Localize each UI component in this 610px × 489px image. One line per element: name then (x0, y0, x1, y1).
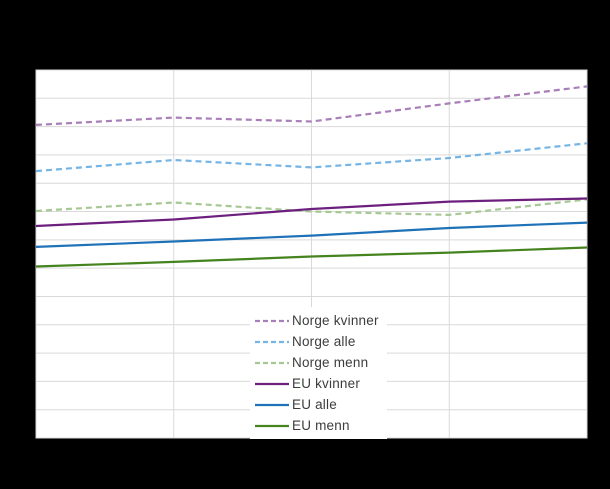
legend-label: EU menn (292, 418, 350, 433)
legend-item-norge-menn: Norge menn (255, 352, 379, 373)
legend-label: EU kvinner (292, 376, 361, 391)
legend-swatch-eu-alle-icon (255, 403, 289, 406)
gridlines (36, 70, 587, 438)
legend-swatch-norge-alle-icon (255, 340, 289, 343)
series-line-norge-alle (35, 142, 588, 173)
series-line-norge-menn (35, 198, 588, 217)
legend-item-norge-kvinner: Norge kvinner (255, 310, 379, 331)
legend-swatch-eu-menn-icon (255, 424, 289, 427)
legend-swatch-norge-kvinner-icon (255, 319, 289, 322)
legend-item-eu-menn: EU menn (255, 415, 379, 436)
series-line-eu-menn (35, 246, 588, 268)
legend: Norge kvinner Norge alle Norge menn EU kvin… (250, 307, 387, 439)
series-line-eu-kvinner (35, 197, 588, 228)
legend-label: EU alle (292, 397, 337, 412)
legend-item-norge-alle: Norge alle (255, 331, 379, 352)
legend-item-eu-kvinner: EU kvinner (255, 373, 379, 394)
legend-label: Norge menn (292, 355, 369, 370)
legend-swatch-norge-menn-icon (255, 361, 289, 364)
legend-item-eu-alle: EU alle (255, 394, 379, 415)
legend-swatch-eu-kvinner-icon (255, 382, 289, 385)
series-line-norge-kvinner (35, 85, 588, 126)
legend-label: Norge kvinner (292, 313, 379, 328)
legend-label: Norge alle (292, 334, 356, 349)
series-line-eu-alle (35, 221, 588, 248)
